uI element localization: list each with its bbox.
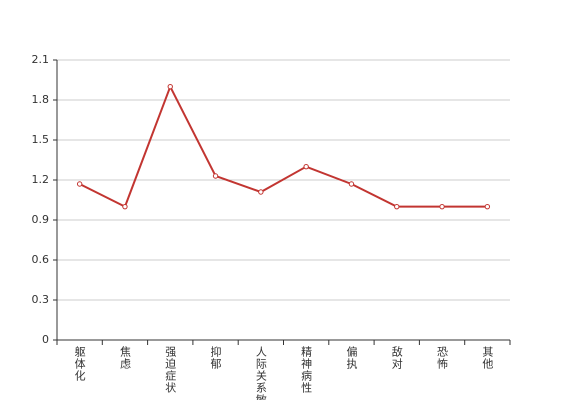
point (439, 203, 445, 210)
x-tick-label: 强迫症状 (164, 346, 177, 394)
y-tick-label: 0.3 (32, 293, 50, 306)
y-tick-label: 1.2 (32, 173, 50, 186)
y-tick-label: 0.6 (32, 253, 50, 266)
x-tick-label: 焦虑 (118, 346, 131, 370)
point (394, 203, 400, 210)
x-tick-label: 抑郁 (209, 345, 222, 370)
point (167, 83, 173, 90)
y-tick-label: 0.9 (32, 213, 50, 226)
point (212, 173, 219, 179)
y-tick-label: 0 (42, 333, 49, 346)
point (303, 163, 309, 170)
y-tick-label: 1.5 (32, 133, 50, 146)
point (348, 181, 355, 187)
point (484, 203, 491, 210)
line (79, 84, 488, 209)
x-tick-label: 精神病性 (300, 346, 313, 394)
x-tick-label: 敌对 (390, 345, 403, 370)
x-tick-label: 偏执 (345, 345, 358, 370)
x-tick-label: 恐怖 (436, 346, 449, 370)
point (76, 181, 83, 187)
x-tick-label: 人际关系敏感 (254, 346, 267, 400)
y-tick-label: 2.1 (32, 53, 50, 66)
y-tick-label: 1.8 (32, 93, 50, 106)
x-tick-label: 躯体化 (73, 346, 86, 382)
x-tick-label: 其他 (481, 346, 494, 370)
point (122, 203, 128, 210)
point (258, 189, 264, 195)
